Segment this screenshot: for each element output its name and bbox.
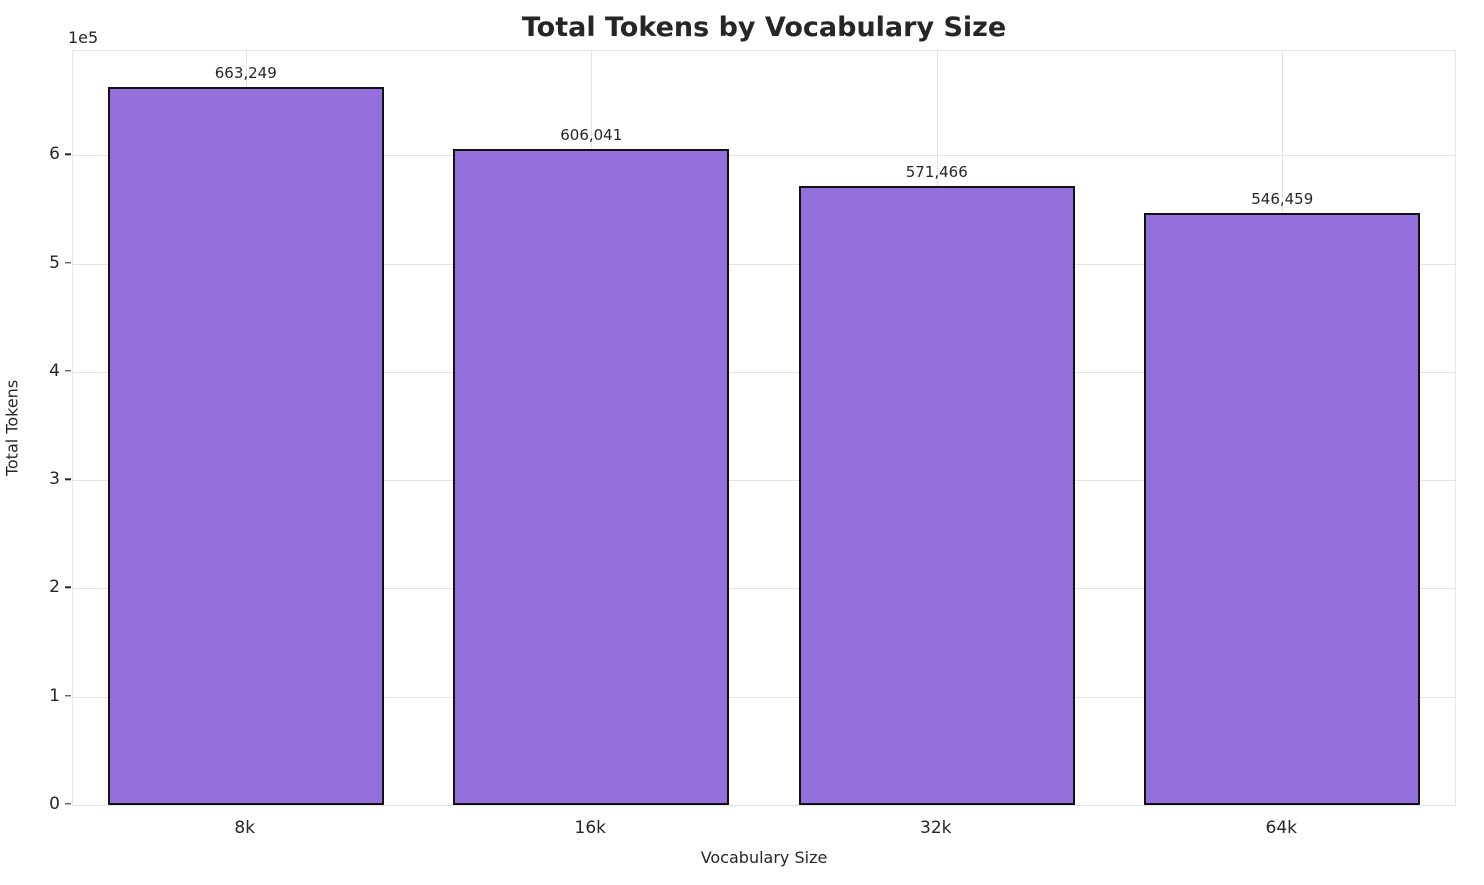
y-tick-label: 6 bbox=[49, 144, 60, 165]
y-tick-mark bbox=[65, 586, 71, 589]
bar-32k bbox=[798, 186, 1075, 805]
y-tick-mark bbox=[65, 370, 71, 372]
bar-value-label: 571,466 bbox=[905, 163, 968, 182]
bar-value-label: 546,459 bbox=[1251, 190, 1314, 209]
x-axis-label: Vocabulary Size bbox=[700, 848, 828, 867]
y-tick-label: 0 bbox=[49, 794, 60, 814]
x-tick-label-32k: 32k bbox=[920, 818, 952, 838]
plot-area: 663,249 606,041 571,466 546,459 bbox=[72, 50, 1456, 806]
bar-value-label: 663,249 bbox=[214, 63, 277, 82]
gridline-horizontal bbox=[73, 263, 1455, 265]
y-axis-label: Total Tokens bbox=[2, 379, 22, 477]
gridline-horizontal bbox=[73, 805, 1455, 806]
y-tick-mark bbox=[65, 695, 71, 697]
gridline-horizontal bbox=[73, 480, 1455, 482]
y-tick-label: 5 bbox=[49, 252, 60, 273]
gridline-horizontal bbox=[73, 588, 1455, 590]
x-tick-label-8k: 8k bbox=[234, 818, 256, 838]
y-tick-mark bbox=[65, 478, 71, 480]
gridline-horizontal bbox=[73, 155, 1455, 157]
y-tick-mark bbox=[65, 261, 71, 264]
x-tick-label-16k: 16k bbox=[574, 818, 606, 838]
bar-64k bbox=[1144, 213, 1421, 805]
bar-8k bbox=[107, 86, 384, 805]
y-tick-label: 2 bbox=[49, 577, 60, 598]
y-tick-mark bbox=[65, 803, 71, 805]
gridline-horizontal bbox=[73, 371, 1455, 373]
y-tick-label: 1 bbox=[49, 685, 60, 706]
y-tick-label: 3 bbox=[49, 469, 60, 490]
chart-title: Total Tokens by Vocabulary Size bbox=[521, 12, 1007, 43]
y-tick-label: 4 bbox=[49, 360, 60, 381]
gridline-horizontal bbox=[73, 696, 1455, 698]
x-tick-label-64k: 64k bbox=[1265, 818, 1297, 838]
bar-16k bbox=[453, 148, 730, 805]
y-tick-mark bbox=[65, 153, 71, 156]
y-axis-offset-text: 1e5 bbox=[68, 28, 99, 47]
bar-value-label: 606,041 bbox=[560, 125, 623, 144]
